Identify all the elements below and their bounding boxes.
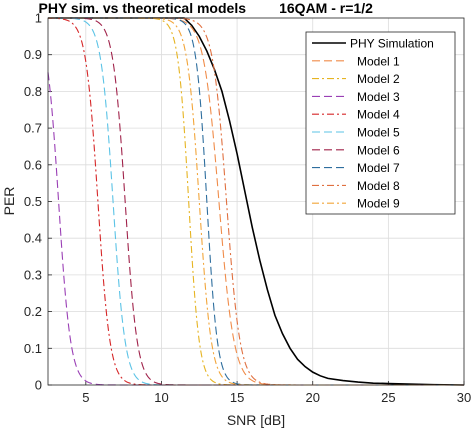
legend-label: Model 6: [357, 143, 400, 157]
x-tick-labels: 5 10 15 20 25 30: [82, 390, 471, 405]
series-line-phy-simulation: [48, 17, 465, 386]
legend-label: Model 5: [357, 126, 400, 140]
y-tick-label: 0.6: [24, 157, 42, 172]
legend-box: [305, 31, 456, 215]
plot-frame: [47, 17, 465, 386]
y-tick-label: 0: [35, 378, 42, 393]
legend-label: Model 9: [357, 197, 400, 211]
y-tick-labels: 0 0.1 0.2 0.3 0.4 0.5 0.6 0.7 0.8 0.9 1: [24, 11, 42, 393]
legend-label: Model 8: [357, 179, 400, 193]
y-tick-label: 0.5: [24, 194, 42, 209]
y-tick-label: 0.3: [24, 267, 42, 282]
legend-label: Model 1: [357, 54, 400, 68]
legend: PHY Simulation Model 1 Model 2 Model 3 Model…: [305, 31, 456, 215]
y-tick-label: 0.7: [24, 121, 42, 136]
chart-title: PHY sim. vs theoretical models: [39, 0, 247, 16]
chart-subtitle: 16QAM - r=1/2: [279, 0, 373, 16]
legend-label: Model 7: [357, 161, 400, 175]
y-axis-label: PER: [1, 187, 17, 216]
grid-lines: [48, 17, 465, 386]
y-tick-label: 1: [35, 11, 42, 26]
legend-label: PHY Simulation: [350, 37, 434, 51]
legend-label: Model 3: [357, 90, 400, 104]
legend-label: Model 4: [357, 108, 400, 122]
x-tick-label: 10: [154, 390, 168, 405]
y-tick-label: 0.1: [24, 341, 42, 356]
x-tick-label: 15: [230, 390, 244, 405]
x-tick-label: 30: [457, 390, 471, 405]
y-tick-label: 0.9: [24, 47, 42, 62]
x-tick-label: 5: [82, 390, 89, 405]
x-tick-label: 20: [305, 390, 319, 405]
legend-label: Model 2: [357, 72, 400, 86]
x-tick-label: 25: [381, 390, 395, 405]
y-tick-label: 0.4: [24, 231, 42, 246]
y-tick-label: 0.2: [24, 304, 42, 319]
y-tick-label: 0.8: [24, 84, 42, 99]
x-axis-label: SNR [dB]: [227, 412, 285, 428]
